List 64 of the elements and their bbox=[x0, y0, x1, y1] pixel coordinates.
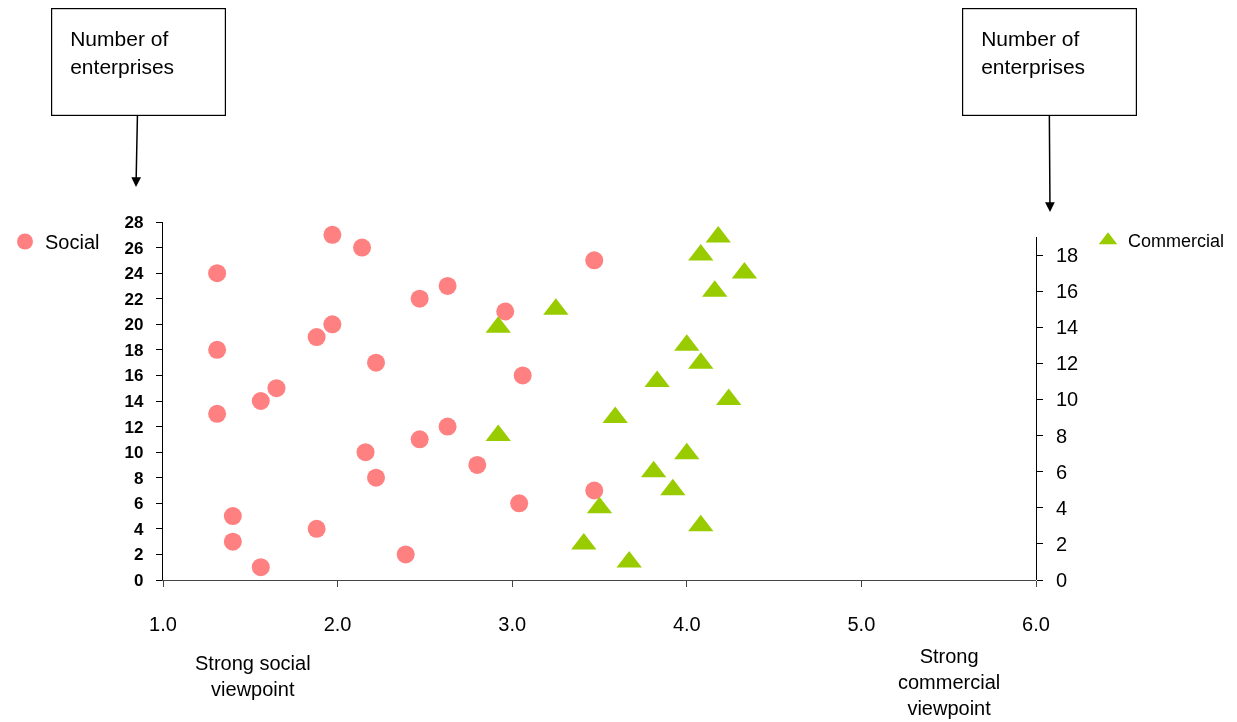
y-tick-label: 24 bbox=[124, 264, 145, 284]
text: Number of enterprises bbox=[981, 27, 1086, 78]
point bbox=[468, 455, 487, 474]
text: Number of enterprises bbox=[70, 27, 175, 78]
y-tick-label: 28 bbox=[124, 212, 144, 232]
point bbox=[585, 251, 604, 270]
y2-tick-label: 8 bbox=[1056, 424, 1068, 447]
point bbox=[267, 379, 286, 398]
y2-tick-label: 0 bbox=[1056, 569, 1068, 591]
y-tick-label: 10 bbox=[124, 443, 144, 463]
point bbox=[223, 507, 242, 526]
legend-label: Social bbox=[45, 231, 100, 254]
legend-label: Commercial bbox=[1128, 231, 1225, 252]
y2-tick-label: 10 bbox=[1056, 388, 1079, 411]
y2-tick-label: 6 bbox=[1056, 460, 1068, 483]
y2-tick-label: 2 bbox=[1056, 532, 1068, 555]
point bbox=[323, 225, 342, 244]
point bbox=[510, 494, 529, 513]
y2-tick-label: 4 bbox=[1056, 496, 1068, 519]
point bbox=[208, 340, 227, 359]
x-tick-label: 1.0 bbox=[149, 613, 177, 635]
point bbox=[438, 417, 457, 436]
x-tick-label: 4.0 bbox=[672, 613, 701, 635]
point bbox=[367, 353, 386, 372]
x-tick-label: 3.0 bbox=[498, 613, 527, 635]
point bbox=[438, 276, 457, 295]
y-tick-label: 18 bbox=[124, 340, 144, 360]
x-tick-label: 2.0 bbox=[323, 613, 352, 635]
y-tick-label: 12 bbox=[124, 417, 144, 437]
y-tick-label: 26 bbox=[124, 238, 144, 258]
point bbox=[307, 328, 326, 347]
point bbox=[307, 519, 326, 538]
text: Strong social viewpoint bbox=[195, 652, 311, 700]
text: Strong commercial viewpoint bbox=[898, 645, 1001, 719]
y-tick-label: 16 bbox=[124, 366, 144, 386]
y-tick-label: 14 bbox=[124, 391, 145, 411]
y2-tick-label: 16 bbox=[1056, 280, 1079, 303]
point bbox=[496, 302, 515, 321]
y-tick-label: 22 bbox=[124, 289, 144, 309]
y-tick-label: 20 bbox=[124, 315, 144, 335]
y2-tick-label: 14 bbox=[1056, 316, 1079, 339]
y-tick-label: 2 bbox=[134, 545, 144, 565]
y-tick-label: 8 bbox=[134, 468, 144, 488]
point bbox=[353, 238, 372, 257]
point bbox=[410, 430, 429, 449]
point bbox=[367, 468, 386, 487]
point bbox=[251, 558, 270, 577]
point bbox=[356, 443, 375, 462]
point bbox=[208, 404, 227, 423]
point bbox=[396, 545, 415, 564]
point bbox=[223, 532, 242, 551]
y2-tick-label: 12 bbox=[1056, 352, 1079, 375]
point bbox=[513, 366, 532, 385]
y-tick-label: 4 bbox=[134, 519, 145, 539]
x-tick-label: 5.0 bbox=[847, 613, 876, 635]
x-tick-label: 6.0 bbox=[1022, 613, 1050, 635]
point bbox=[208, 264, 227, 283]
y-tick-label: 0 bbox=[134, 570, 144, 590]
point bbox=[323, 315, 342, 334]
point bbox=[585, 481, 604, 500]
y-tick-label: 6 bbox=[134, 494, 144, 514]
point bbox=[410, 289, 429, 308]
y2-tick-label: 18 bbox=[1056, 244, 1079, 267]
point bbox=[251, 392, 270, 410]
